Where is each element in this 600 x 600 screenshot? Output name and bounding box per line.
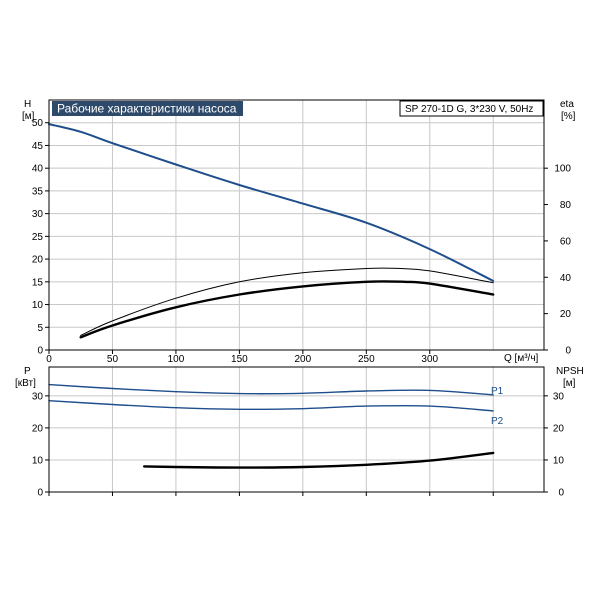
top-left-axis-unit: [м] — [22, 111, 35, 122]
top-right-axis-unit: [%] — [561, 111, 576, 122]
x-tick-label: 250 — [358, 354, 375, 365]
top-left-axis-label: H — [24, 99, 31, 110]
top-right-tick-label: 100 — [554, 164, 571, 175]
top-panel-series — [48, 123, 495, 339]
x-axis-label: Q [м³/ч] — [504, 353, 539, 364]
top-right-tick-label: 40 — [560, 273, 572, 284]
bottom-left-tick-label: 10 — [32, 455, 44, 466]
bottom-right-tick-label: 20 — [553, 423, 565, 434]
top-left-tick-label: 20 — [32, 255, 44, 266]
top-left-tick-label: 5 — [37, 323, 43, 334]
pump-model-label: SP 270-1D G, 3*230 V, 50Hz — [405, 104, 533, 115]
bottom-right-axis-ticks: 0 10 20 30 — [48, 391, 565, 499]
x-tick-label: 50 — [107, 354, 119, 365]
x-tick-label: 0 — [46, 354, 52, 365]
bottom-panel-series — [48, 383, 495, 469]
bottom-right-tick-label: 30 — [553, 391, 565, 402]
top-right-tick-label: 60 — [560, 236, 572, 247]
bottom-panel-frame — [48, 366, 545, 493]
top-left-tick-label: 15 — [32, 277, 44, 288]
bottom-left-tick-label: 0 — [37, 488, 43, 499]
bottom-series-line-2 — [143, 451, 495, 469]
top-panel-grid — [49, 100, 544, 350]
bottom-left-axis-ticks: 0 10 20 30 — [32, 391, 49, 499]
series-label-p1: P1 — [491, 386, 504, 397]
bottom-left-tick-label: 20 — [32, 423, 44, 434]
top-left-tick-label: 35 — [32, 186, 44, 197]
top-left-tick-label: 10 — [32, 300, 44, 311]
bottom-left-axis-label: P — [24, 366, 31, 377]
top-right-tick-label: 80 — [560, 200, 572, 211]
top-left-tick-label: 25 — [32, 232, 44, 243]
bottom-right-tick-label: 0 — [558, 488, 564, 499]
x-tick-label: 200 — [295, 354, 312, 365]
bottom-panel-grid — [49, 367, 544, 492]
top-panel-frame — [48, 99, 545, 351]
bottom-right-tick-label: 10 — [553, 455, 565, 466]
top-series-line-0 — [48, 123, 495, 282]
top-left-tick-label: 50 — [32, 118, 44, 129]
bottom-left-tick-label: 30 — [32, 391, 44, 402]
top-right-axis-label: eta — [560, 99, 574, 110]
top-left-tick-label: 40 — [32, 164, 44, 175]
top-left-tick-label: 0 — [37, 346, 43, 357]
bottom-series-line-1 — [48, 400, 494, 412]
top-left-tick-label: 30 — [32, 209, 44, 220]
top-right-axis-ticks: 0 20 40 60 80 100 — [544, 164, 571, 357]
top-right-tick-label: 0 — [565, 346, 571, 357]
top-x-axis-ticks: 0 50 100 150 200 250 300 — [46, 350, 439, 365]
top-left-axis-ticks: 0 5 10 15 20 25 30 35 40 45 50 — [32, 118, 49, 357]
bottom-right-axis-unit: [м] — [563, 378, 576, 389]
x-tick-label: 100 — [168, 354, 185, 365]
top-left-tick-label: 45 — [32, 141, 44, 152]
bottom-right-axis-label: NPSH — [556, 366, 584, 377]
series-label-p2: P2 — [491, 416, 504, 427]
chart-title-box — [52, 101, 243, 116]
x-tick-label: 300 — [421, 354, 438, 365]
top-series-line-2 — [79, 280, 495, 339]
top-series-line-1 — [80, 267, 494, 336]
model-box — [399, 100, 544, 117]
bottom-series-line-0 — [48, 383, 494, 396]
bottom-left-axis-unit: [кВт] — [15, 378, 36, 389]
top-right-tick-label: 20 — [560, 309, 572, 320]
chart-title: Рабочие характеристики насоса — [57, 102, 237, 116]
x-tick-label: 150 — [231, 354, 248, 365]
